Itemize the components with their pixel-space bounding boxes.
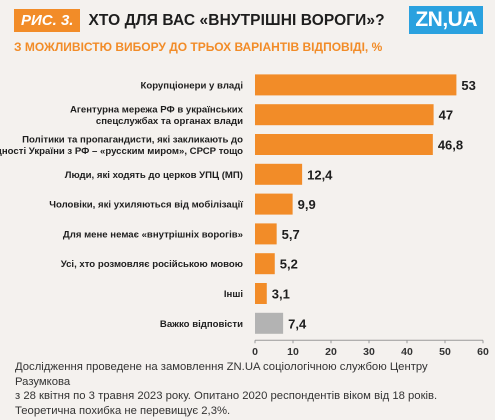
category-label: Усі, хто розмовляє російською мовою [61, 259, 243, 270]
value-label: 7,4 [288, 316, 307, 331]
category-label: Інші [224, 289, 243, 300]
bar [255, 283, 267, 304]
footer-line-3: Теоретична похибка не перевищує 2,3%. [15, 404, 231, 417]
value-label: 9,9 [298, 197, 316, 212]
footer-line-2: з 28 квітня по 3 травня 2023 року. Опита… [15, 390, 438, 402]
header: РИС. 3. ХТО ДЛЯ ВАС «ВНУТРІШНІ ВОРОГИ»? [14, 9, 385, 32]
zn-ua-logo: ZN,UA [409, 6, 483, 34]
footer-note: Дослідження проведене на замовлення ZN.U… [15, 360, 485, 418]
footer-line-1: Дослідження проведене на замовлення ZN.U… [15, 361, 428, 388]
category-label: Чоловіки, які ухиляються від мобілізації [49, 200, 243, 211]
category-label: Важко відповісти [160, 319, 243, 330]
x-tick-label: 50 [439, 346, 451, 358]
bar [255, 312, 284, 334]
bar-chart: Корупціонери у владі 53 Агентурна мережа Р… [0, 74, 489, 358]
chart-title: ХТО ДЛЯ ВАС «ВНУТРІШНІ ВОРОГИ»? [88, 11, 385, 29]
value-label: 47 [439, 108, 453, 123]
category-label: Політики та пропагандисти, які закликают… [0, 134, 243, 157]
bar [255, 163, 303, 185]
value-label: 46,8 [438, 138, 463, 153]
x-tick-label: 0 [252, 346, 258, 358]
bar [255, 193, 293, 215]
value-label: 3,1 [272, 287, 290, 302]
figure-badge: РИС. 3. [14, 9, 81, 32]
value-label: 53 [461, 78, 475, 93]
value-label: 12,4 [307, 167, 333, 182]
bar [255, 74, 457, 96]
bar [255, 223, 277, 245]
chart-subtitle: З МОЖЛИВІСТЮ ВИБОРУ ДО ТРЬОХ ВАРІАНТІВ В… [14, 40, 383, 54]
x-tick-label: 30 [363, 346, 375, 358]
x-tick-label: 20 [325, 346, 337, 358]
category-label: Для мене немає «внутрішніх ворогів» [63, 229, 243, 240]
value-label: 5,7 [282, 227, 300, 242]
bar [255, 134, 433, 155]
x-tick-label: 60 [477, 346, 489, 358]
category-label: Люди, які ходять до церков УПЦ (МП) [65, 170, 243, 181]
value-label: 5,2 [280, 257, 298, 272]
category-label: Агентурна мережа РФ в українських спецслу… [70, 104, 244, 127]
x-tick-label: 40 [401, 346, 413, 358]
bar [255, 104, 434, 126]
x-tick-label: 10 [287, 346, 299, 358]
bar [255, 253, 275, 275]
category-label: Корупціонери у владі [140, 80, 243, 91]
